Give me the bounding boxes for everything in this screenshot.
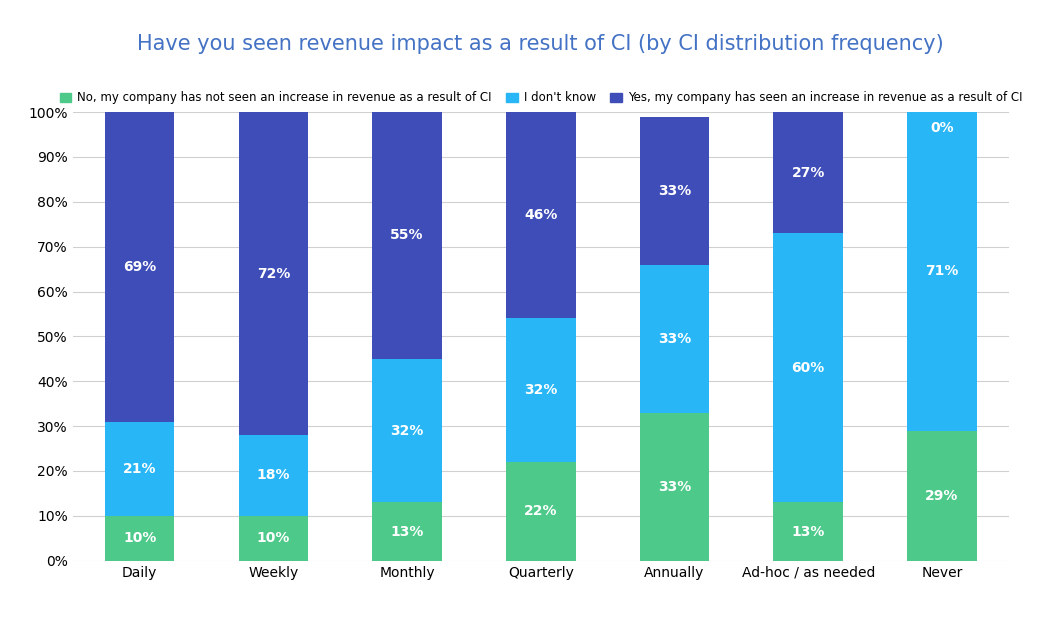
Bar [774, 112, 843, 233]
Text: 69%: 69% [123, 260, 156, 274]
Bar [372, 359, 442, 502]
Bar [105, 516, 175, 561]
Text: 13%: 13% [791, 525, 825, 538]
Text: 33%: 33% [658, 480, 692, 493]
Text: 71%: 71% [926, 264, 959, 278]
Text: 10%: 10% [123, 531, 156, 545]
Text: 13%: 13% [390, 525, 423, 538]
Bar [238, 112, 308, 435]
Text: 33%: 33% [658, 184, 692, 197]
Bar [372, 112, 442, 359]
Text: 0%: 0% [930, 121, 954, 135]
Text: 29%: 29% [926, 488, 959, 503]
Text: 33%: 33% [658, 331, 692, 346]
Bar [105, 422, 175, 516]
Title: Have you seen revenue impact as a result of CI (by CI distribution frequency): Have you seen revenue impact as a result… [137, 34, 944, 54]
Bar [506, 112, 575, 318]
Text: 55%: 55% [390, 229, 424, 242]
Bar [640, 412, 709, 561]
Text: 18%: 18% [257, 468, 290, 482]
Bar [640, 265, 709, 412]
Text: 22%: 22% [524, 505, 557, 518]
Bar [907, 430, 977, 561]
Text: 21%: 21% [123, 462, 156, 476]
Bar [105, 112, 175, 422]
Bar [907, 112, 977, 430]
Text: 60%: 60% [791, 361, 825, 375]
Bar [640, 117, 709, 265]
Text: 27%: 27% [791, 166, 825, 179]
Bar [238, 435, 308, 516]
Bar [774, 502, 843, 561]
Text: 10%: 10% [257, 531, 290, 545]
Bar [238, 516, 308, 561]
Bar [506, 318, 575, 462]
Bar [372, 502, 442, 561]
Text: 32%: 32% [524, 383, 557, 397]
Legend: No, my company has not seen an increase in revenue as a result of CI, I don't kn: No, my company has not seen an increase … [55, 87, 1026, 109]
Bar [774, 233, 843, 502]
Text: 72%: 72% [257, 267, 290, 280]
Text: 32%: 32% [390, 424, 423, 437]
Bar [506, 462, 575, 561]
Text: 46%: 46% [524, 208, 557, 222]
